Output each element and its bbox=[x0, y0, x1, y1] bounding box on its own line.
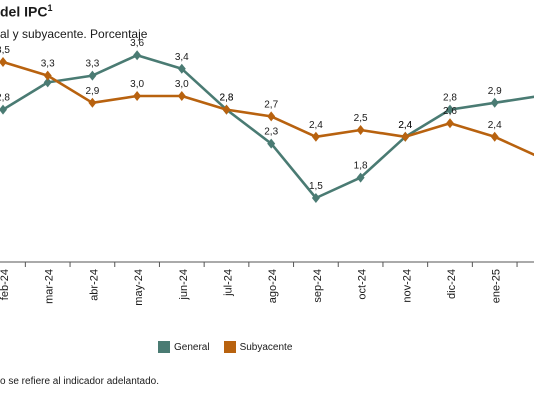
x-tick-label: ago-24 bbox=[267, 269, 279, 303]
data-point-subyacente bbox=[490, 131, 499, 142]
data-label-subyacente: 2,8 bbox=[220, 93, 234, 104]
data-label-subyacente: 3,0 bbox=[130, 79, 144, 90]
data-point-general bbox=[0, 104, 7, 115]
data-label-subyacente: 2,7 bbox=[264, 99, 278, 110]
x-tick-label: abr-24 bbox=[88, 269, 100, 301]
x-tick-label: nov-24 bbox=[401, 269, 413, 303]
x-tick-label: jun-24 bbox=[178, 269, 190, 301]
data-label-general: 1,8 bbox=[354, 161, 368, 172]
data-label-subyacente: 2,6 bbox=[443, 106, 457, 117]
data-label-general: 2,8 bbox=[0, 93, 10, 104]
data-point-subyacente bbox=[311, 131, 320, 142]
data-point-general bbox=[311, 193, 320, 203]
data-point-subyacente bbox=[446, 118, 454, 129]
data-label-general: 2,9 bbox=[488, 86, 502, 97]
data-point-general bbox=[133, 50, 142, 61]
data-label-subyacente: 3,3 bbox=[41, 59, 55, 70]
x-tick-label: sep-24 bbox=[312, 269, 324, 303]
x-tick-label: dic-24 bbox=[446, 269, 458, 299]
chart-legend: General Subyacente bbox=[158, 341, 306, 353]
data-point-general bbox=[177, 63, 186, 74]
data-point-general bbox=[490, 97, 499, 108]
data-point-subyacente bbox=[0, 57, 7, 67]
x-tick-label: jul-24 bbox=[223, 269, 235, 297]
x-tick-label: mar-24 bbox=[44, 269, 56, 304]
legend-swatch-general bbox=[158, 341, 170, 353]
data-point-subyacente bbox=[401, 131, 410, 142]
legend-swatch-subyacente bbox=[223, 341, 236, 353]
x-tick-label: ene-25 bbox=[491, 269, 503, 303]
legend-label-subyacente: Subyacente bbox=[239, 341, 293, 353]
data-label-subyacente: 2,9 bbox=[85, 86, 99, 97]
data-label-subyacente: 2,4 bbox=[488, 120, 502, 131]
data-label-general: 2,3 bbox=[264, 127, 278, 138]
data-label-subyacente: 3,5 bbox=[0, 45, 10, 56]
data-label-general: 3,3 bbox=[85, 59, 99, 70]
data-point-general bbox=[43, 77, 52, 88]
x-tick-label: oct-24 bbox=[357, 269, 369, 300]
line-chart: feb-24 mar-24 abr-24 may-24 jun-24 jul-24 ago-… bbox=[0, 38, 534, 306]
data-point-subyacente bbox=[267, 111, 276, 122]
data-label-general: 3,6 bbox=[130, 38, 144, 49]
data-point-general bbox=[446, 104, 454, 115]
data-label-general: 2,4 bbox=[398, 120, 412, 131]
data-label-general: 2,8 bbox=[443, 93, 457, 104]
data-point-subyacente bbox=[133, 91, 142, 101]
x-tick-label: feb-24 bbox=[0, 269, 11, 300]
data-label-subyacente: 3,0 bbox=[175, 79, 189, 90]
data-label-subyacente: 2,4 bbox=[398, 120, 412, 131]
data-label-subyacente: 2,4 bbox=[309, 120, 323, 131]
x-tick-label: may-24 bbox=[133, 269, 145, 306]
data-label-general: 2,8 bbox=[220, 93, 234, 104]
data-point-subyacente bbox=[222, 104, 231, 115]
data-label-general: 3,4 bbox=[175, 52, 189, 63]
data-point-subyacente bbox=[177, 91, 186, 101]
footnote: o se refiere al indicador adelantado. bbox=[0, 376, 159, 387]
chart-title: del IPC1 bbox=[0, 3, 53, 20]
legend-item-general: General bbox=[158, 341, 210, 353]
data-point-general bbox=[356, 172, 365, 183]
data-point-subyacente bbox=[356, 125, 365, 135]
data-point-subyacente bbox=[43, 70, 52, 81]
data-label-general: 1,5 bbox=[309, 181, 323, 192]
data-point-general bbox=[88, 70, 97, 81]
data-label-subyacente: 2,5 bbox=[354, 113, 368, 124]
legend-label-general: General bbox=[174, 341, 210, 353]
data-point-subyacente bbox=[88, 97, 97, 108]
data-point-general bbox=[267, 138, 276, 149]
chart-subtitle: al y subyacente. Porcentaje bbox=[0, 27, 148, 41]
legend-item-subyacente: Subyacente bbox=[223, 341, 293, 353]
